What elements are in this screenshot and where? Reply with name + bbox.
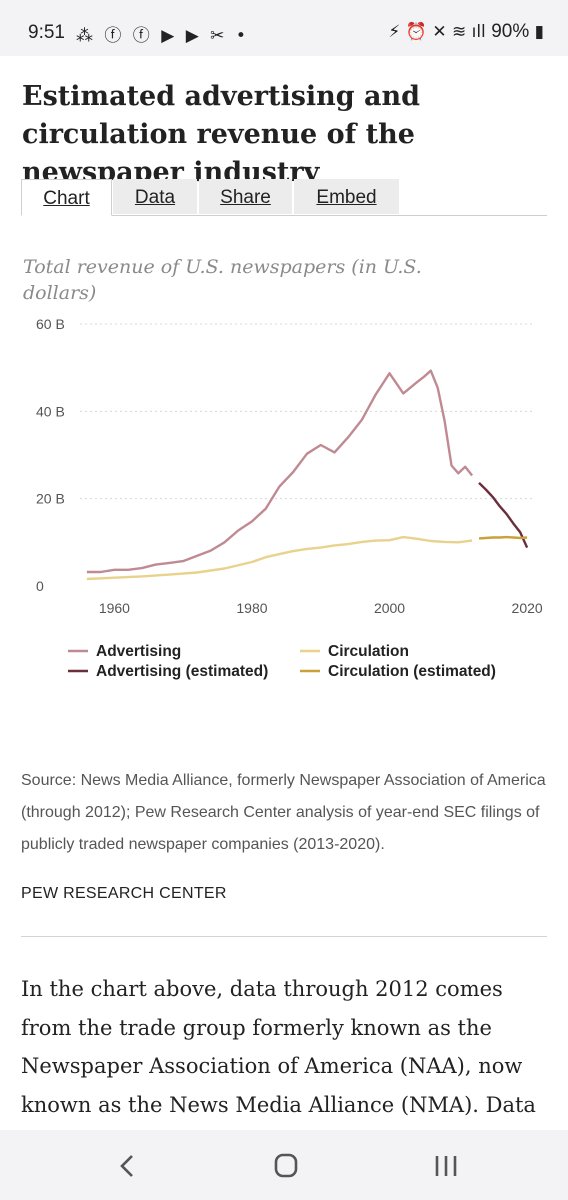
x-tick-label: 2020 bbox=[512, 600, 543, 616]
advertising-estimated-line bbox=[478, 482, 529, 549]
pew-credit: PEW RESEARCH CENTER bbox=[21, 885, 227, 902]
x-axis-ticks: 1960 1980 2000 2020 bbox=[99, 600, 543, 616]
advertising-line bbox=[86, 369, 474, 574]
battery-icon: ▮ bbox=[534, 22, 544, 42]
recent-apps-icon[interactable] bbox=[426, 1150, 466, 1182]
status-right: ⚡ ⏰ ✕ ≋ ıll 90% ▮ bbox=[388, 21, 544, 43]
circulation-estimated-line bbox=[478, 535, 528, 540]
revenue-line-chart: 0 20 B 40 B 60 B 1960 1980 2000 2020 Advertisi… bbox=[36, 316, 543, 680]
x-tick-label: 1980 bbox=[236, 600, 267, 616]
android-nav-bar bbox=[0, 1130, 568, 1200]
chart-series bbox=[86, 369, 529, 581]
article-body: In the chart above, data through 2012 co… bbox=[21, 977, 536, 1117]
system-icons: ⚡ ⏰ ✕ ≋ ıll bbox=[388, 22, 486, 42]
tab-chart[interactable]: Chart bbox=[21, 179, 112, 216]
back-icon[interactable] bbox=[108, 1150, 148, 1182]
y-tick-label: 20 B bbox=[36, 491, 65, 507]
source-note: Source: News Media Alliance, formerly Ne… bbox=[21, 772, 546, 853]
y-tick-label: 40 B bbox=[36, 403, 65, 419]
x-tick-label: 2000 bbox=[374, 600, 405, 616]
status-time: 9:51 bbox=[28, 22, 65, 43]
tab-data[interactable]: Data bbox=[113, 179, 197, 214]
x-tick-label: 1960 bbox=[99, 600, 130, 616]
status-bar: 9:51 ⁂ ⓕ ⓕ ▶ ▶ ✂ • ⚡ ⏰ ✕ ≋ ıll 90% ▮ bbox=[0, 0, 568, 56]
article-content[interactable]: Estimated advertising and circulation re… bbox=[0, 56, 568, 1130]
circulation-line bbox=[86, 535, 473, 581]
battery-level: 90% bbox=[491, 21, 530, 42]
chart-grid bbox=[80, 323, 534, 500]
legend-label: Circulation (estimated) bbox=[328, 663, 496, 680]
y-tick-label: 0 bbox=[36, 578, 44, 594]
legend-label: Advertising bbox=[96, 643, 181, 660]
notification-icons: ⁂ ⓕ ⓕ ▶ ▶ ✂ • bbox=[76, 26, 249, 46]
y-tick-label: 60 B bbox=[36, 316, 65, 332]
legend-label: Advertising (estimated) bbox=[96, 663, 268, 680]
divider bbox=[21, 936, 547, 937]
home-icon[interactable] bbox=[266, 1150, 306, 1182]
chart-legend: Advertising Advertising (estimated) Circul… bbox=[68, 643, 496, 680]
tab-embed[interactable]: Embed bbox=[294, 179, 399, 214]
chart-tabs: Chart Data Share Embed bbox=[21, 179, 547, 216]
chart-title: Total revenue of U.S. newspapers (in U.S… bbox=[23, 256, 422, 304]
tab-share[interactable]: Share bbox=[199, 179, 292, 214]
legend-label: Circulation bbox=[328, 643, 409, 660]
y-axis-ticks: 0 20 B 40 B 60 B bbox=[36, 316, 65, 594]
page-title: Estimated advertising and circulation re… bbox=[22, 81, 421, 188]
